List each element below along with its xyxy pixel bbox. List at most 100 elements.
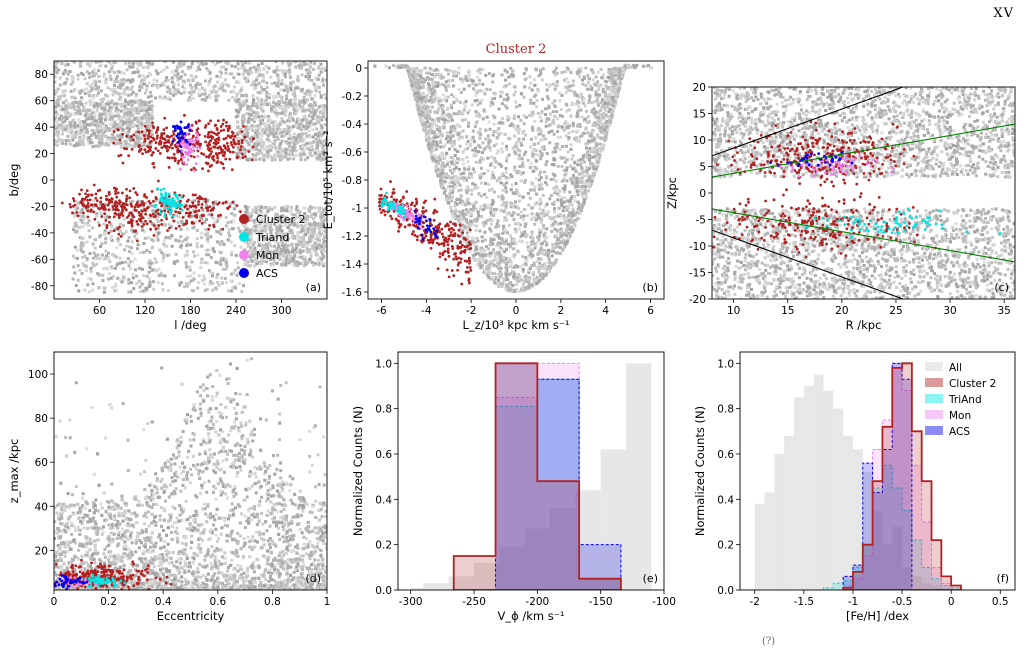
data-point xyxy=(115,195,119,199)
density-cell xyxy=(76,132,80,136)
density-cell xyxy=(96,272,100,276)
density-cell xyxy=(229,220,233,224)
density-cell xyxy=(108,106,112,110)
density-cell xyxy=(125,123,129,127)
density-cell xyxy=(282,128,286,132)
density-cell xyxy=(271,237,275,241)
density-cell xyxy=(270,104,274,108)
y-tick-label: 40 xyxy=(35,122,48,134)
density-cell xyxy=(125,126,129,130)
density-cell xyxy=(119,95,123,99)
density-cell xyxy=(268,146,272,150)
density-cell xyxy=(299,251,303,255)
density-cell xyxy=(203,288,207,292)
density-cell xyxy=(277,76,281,80)
density-cell xyxy=(110,238,114,242)
data-point xyxy=(154,196,158,199)
data-point xyxy=(217,131,221,135)
density-cell xyxy=(108,117,112,121)
density-cell xyxy=(289,128,293,132)
data-point xyxy=(162,201,166,205)
density-cell xyxy=(305,121,309,125)
density-cell xyxy=(89,123,93,127)
data-point xyxy=(128,211,132,215)
density-cell xyxy=(290,207,294,211)
data-point xyxy=(156,134,159,138)
density-cell xyxy=(255,224,259,228)
density-cell xyxy=(180,63,184,67)
density-cell xyxy=(278,223,282,227)
density-cell xyxy=(153,257,157,261)
density-cell xyxy=(257,67,261,71)
density-cell xyxy=(70,106,74,110)
density-cell xyxy=(314,89,318,93)
density-cell xyxy=(113,227,117,231)
density-cell xyxy=(185,265,189,269)
density-cell xyxy=(63,63,67,67)
density-cell xyxy=(209,77,213,81)
density-cell xyxy=(130,120,134,124)
density-cell xyxy=(255,256,259,260)
density-cell xyxy=(599,83,603,87)
data-point xyxy=(158,208,162,212)
density-cell xyxy=(241,99,245,103)
density-cell xyxy=(82,217,86,221)
density-cell xyxy=(284,100,288,104)
density-cell xyxy=(118,102,122,106)
density-cell xyxy=(260,248,264,252)
density-cell xyxy=(104,64,108,68)
density-cell xyxy=(269,263,273,267)
data-point xyxy=(214,142,218,146)
density-cell xyxy=(71,254,75,258)
density-cell xyxy=(75,200,79,204)
density-cell xyxy=(319,224,323,228)
data-point xyxy=(216,141,220,144)
density-cell xyxy=(249,236,253,240)
density-cell xyxy=(271,256,275,260)
data-point xyxy=(240,141,244,144)
density-cell xyxy=(175,65,179,69)
density-cell xyxy=(74,100,78,104)
density-cell xyxy=(312,222,316,226)
density-cell xyxy=(305,68,309,72)
density-cell xyxy=(244,80,248,84)
density-cell xyxy=(142,105,146,109)
density-cell xyxy=(309,107,313,111)
data-point xyxy=(73,203,77,207)
density-cell xyxy=(299,216,303,220)
density-cell xyxy=(238,99,242,103)
density-cell xyxy=(275,135,279,139)
data-point xyxy=(179,120,183,124)
data-point xyxy=(204,206,208,210)
density-cell xyxy=(252,219,256,223)
density-cell xyxy=(314,76,318,80)
data-point xyxy=(212,223,216,227)
density-cell xyxy=(261,101,265,105)
density-cell xyxy=(177,62,181,66)
density-cell xyxy=(98,103,102,107)
data-point xyxy=(240,152,244,156)
density-cell xyxy=(241,63,245,67)
density-cell xyxy=(260,88,264,92)
legend-marker xyxy=(239,214,249,224)
density-cell xyxy=(276,81,280,85)
density-cell xyxy=(229,253,233,257)
density-cell xyxy=(165,76,169,80)
density-cell xyxy=(288,222,292,226)
density-cell xyxy=(203,79,207,83)
density-cell xyxy=(158,95,162,99)
density-cell xyxy=(151,280,155,284)
density-cell xyxy=(183,238,187,242)
density-cell xyxy=(512,124,516,128)
density-cell xyxy=(201,219,205,223)
data-point xyxy=(204,200,208,204)
density-cell xyxy=(322,229,326,233)
density-cell xyxy=(279,105,283,109)
density-cell xyxy=(69,131,73,135)
density-cell xyxy=(297,117,301,121)
density-cell xyxy=(280,206,284,210)
density-cell xyxy=(142,274,146,278)
data-point xyxy=(231,200,235,204)
density-cell xyxy=(214,90,218,94)
density-cell xyxy=(280,219,284,223)
